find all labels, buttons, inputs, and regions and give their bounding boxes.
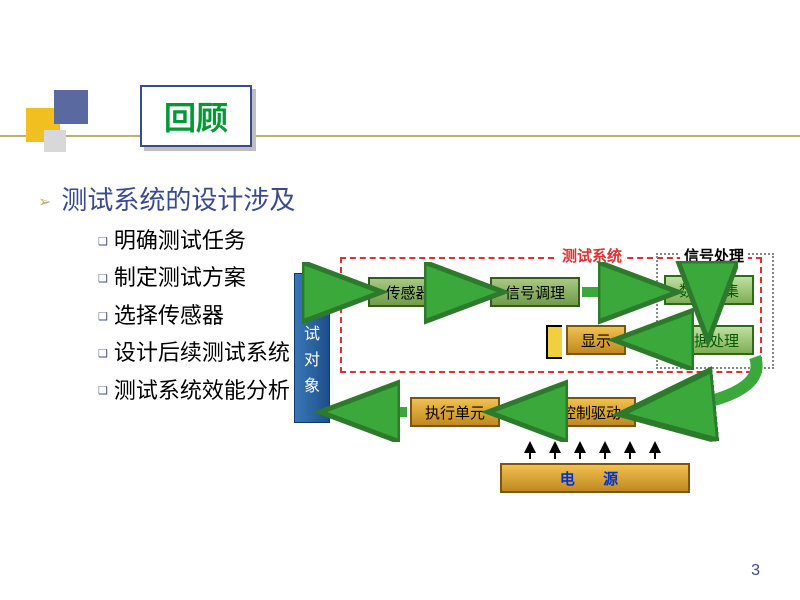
page-number: 3 — [751, 562, 760, 580]
heading-marker: ➢ — [38, 194, 51, 211]
title-text: 回顾 — [164, 100, 228, 136]
bullet-marker: ❑ — [98, 348, 108, 360]
bullet-text: 制定测试方案 — [114, 265, 246, 290]
slide: 回顾 ➢ 测试系统的设计涉及 ❑ 明确测试任务 ❑ 制定测试方案 ❑ 选择传感器 ❑ 设计… — [0, 0, 800, 600]
flow-diagram: 测试系统 信号处理 测 试 对 象 传感器 信号调理 数据采集 数据处理 显示 … — [300, 245, 780, 505]
node-sensor: 传感器 — [368, 277, 448, 307]
node-power: 电 源 — [500, 463, 690, 493]
node-label: 象 — [304, 374, 320, 400]
bullet-item: ❑ 明确测试任务 — [98, 222, 290, 259]
decorative-line — [0, 135, 800, 137]
node-conditioning: 信号调理 — [490, 277, 580, 307]
bullet-text: 设计后续测试系统 — [114, 340, 290, 365]
node-label: 测 — [304, 297, 320, 323]
node-label: 对 — [304, 348, 320, 374]
node-test-object: 测 试 对 象 — [294, 273, 330, 423]
node-processing: 数据处理 — [664, 325, 754, 355]
node-exec-unit: 执行单元 — [410, 397, 500, 427]
deco-square-blue — [54, 90, 88, 124]
bullet-text: 测试系统效能分析 — [114, 378, 290, 403]
node-display: 显示 — [566, 325, 626, 355]
heading-text: 测试系统的设计涉及 — [61, 185, 295, 215]
bullet-marker: ❑ — [98, 273, 108, 285]
bullet-marker: ❑ — [98, 385, 108, 397]
node-label: 试 — [304, 322, 320, 348]
node-acquisition: 数据采集 — [664, 275, 754, 305]
bullet-list: ❑ 明确测试任务 ❑ 制定测试方案 ❑ 选择传感器 ❑ 设计后续测试系统 ❑ 测试系统效能… — [98, 222, 290, 409]
signal-proc-label: 信号处理 — [680, 245, 748, 266]
display-bar — [546, 325, 562, 359]
bullet-text: 选择传感器 — [114, 303, 224, 328]
heading: ➢ 测试系统的设计涉及 — [38, 180, 295, 217]
bullet-item: ❑ 测试系统效能分析 — [98, 372, 290, 409]
bullet-marker: ❑ — [98, 236, 108, 248]
bullet-marker: ❑ — [98, 311, 108, 323]
bullet-item: ❑ 制定测试方案 — [98, 259, 290, 296]
title-box: 回顾 — [140, 85, 252, 147]
deco-square-grey — [44, 130, 66, 152]
node-control: 控制驱动 — [546, 397, 636, 427]
bullet-item: ❑ 选择传感器 — [98, 297, 290, 334]
system-label: 测试系统 — [558, 245, 626, 266]
bullet-item: ❑ 设计后续测试系统 — [98, 334, 290, 371]
bullet-text: 明确测试任务 — [114, 228, 246, 253]
